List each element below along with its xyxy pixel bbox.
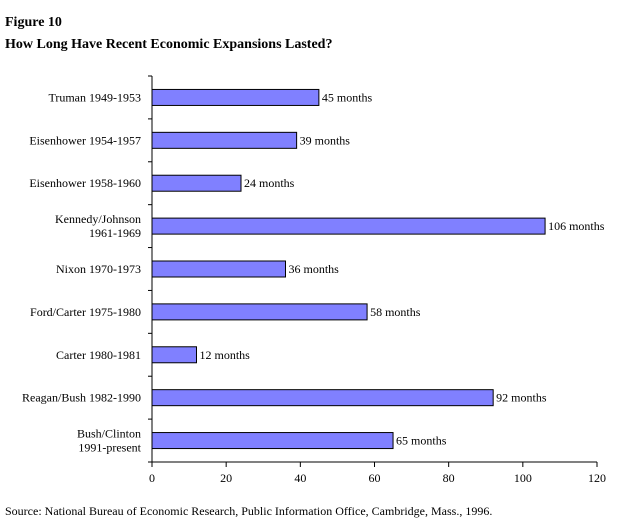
category-label: Nixon 1970-1973 bbox=[56, 262, 141, 276]
bar bbox=[151, 303, 368, 321]
bar bbox=[151, 217, 546, 235]
x-tick-label: 60 bbox=[369, 471, 381, 485]
category-label: Ford/Carter 1975-1980 bbox=[30, 305, 141, 319]
category-label: 1961-1969 bbox=[89, 226, 141, 240]
bar bbox=[151, 131, 298, 149]
x-tick-label: 0 bbox=[149, 471, 155, 485]
x-tick-label: 20 bbox=[220, 471, 232, 485]
bar bbox=[151, 432, 394, 450]
category-label: Truman 1949-1953 bbox=[48, 90, 141, 104]
source-note: Source: National Bureau of Economic Rese… bbox=[5, 504, 492, 518]
data-label: 106 months bbox=[548, 219, 605, 233]
data-label: 58 months bbox=[370, 305, 421, 319]
category-label: Eisenhower 1958-1960 bbox=[29, 176, 141, 190]
data-label: 12 months bbox=[200, 348, 251, 362]
bar bbox=[151, 346, 197, 364]
category-label: Carter 1980-1981 bbox=[56, 348, 141, 362]
x-tick-label: 80 bbox=[443, 471, 455, 485]
data-label: 24 months bbox=[244, 176, 295, 190]
category-label: 1991-present bbox=[78, 441, 141, 455]
bar bbox=[151, 88, 320, 106]
x-tick-label: 40 bbox=[294, 471, 306, 485]
category-label: Bush/Clinton bbox=[77, 427, 141, 441]
data-label: 39 months bbox=[300, 133, 351, 147]
figure-label: Figure 10 bbox=[5, 15, 62, 30]
plot-area: 45 months Truman 1949-1953 39 months Eisenh… bbox=[22, 75, 606, 485]
category-label: Reagan/Bush 1982-1990 bbox=[22, 391, 141, 405]
data-label: 65 months bbox=[396, 434, 447, 448]
bar bbox=[151, 389, 494, 407]
x-tick-label: 120 bbox=[588, 471, 606, 485]
data-label: 45 months bbox=[322, 90, 373, 104]
chart-title: How Long Have Recent Economic Expansions… bbox=[5, 37, 332, 52]
bar bbox=[151, 260, 286, 278]
data-label: 36 months bbox=[289, 262, 340, 276]
category-label: Eisenhower 1954-1957 bbox=[29, 133, 141, 147]
bar bbox=[151, 174, 242, 192]
data-label: 92 months bbox=[496, 391, 547, 405]
x-tick-label: 100 bbox=[514, 471, 532, 485]
category-label: Kennedy/Johnson bbox=[55, 212, 141, 226]
